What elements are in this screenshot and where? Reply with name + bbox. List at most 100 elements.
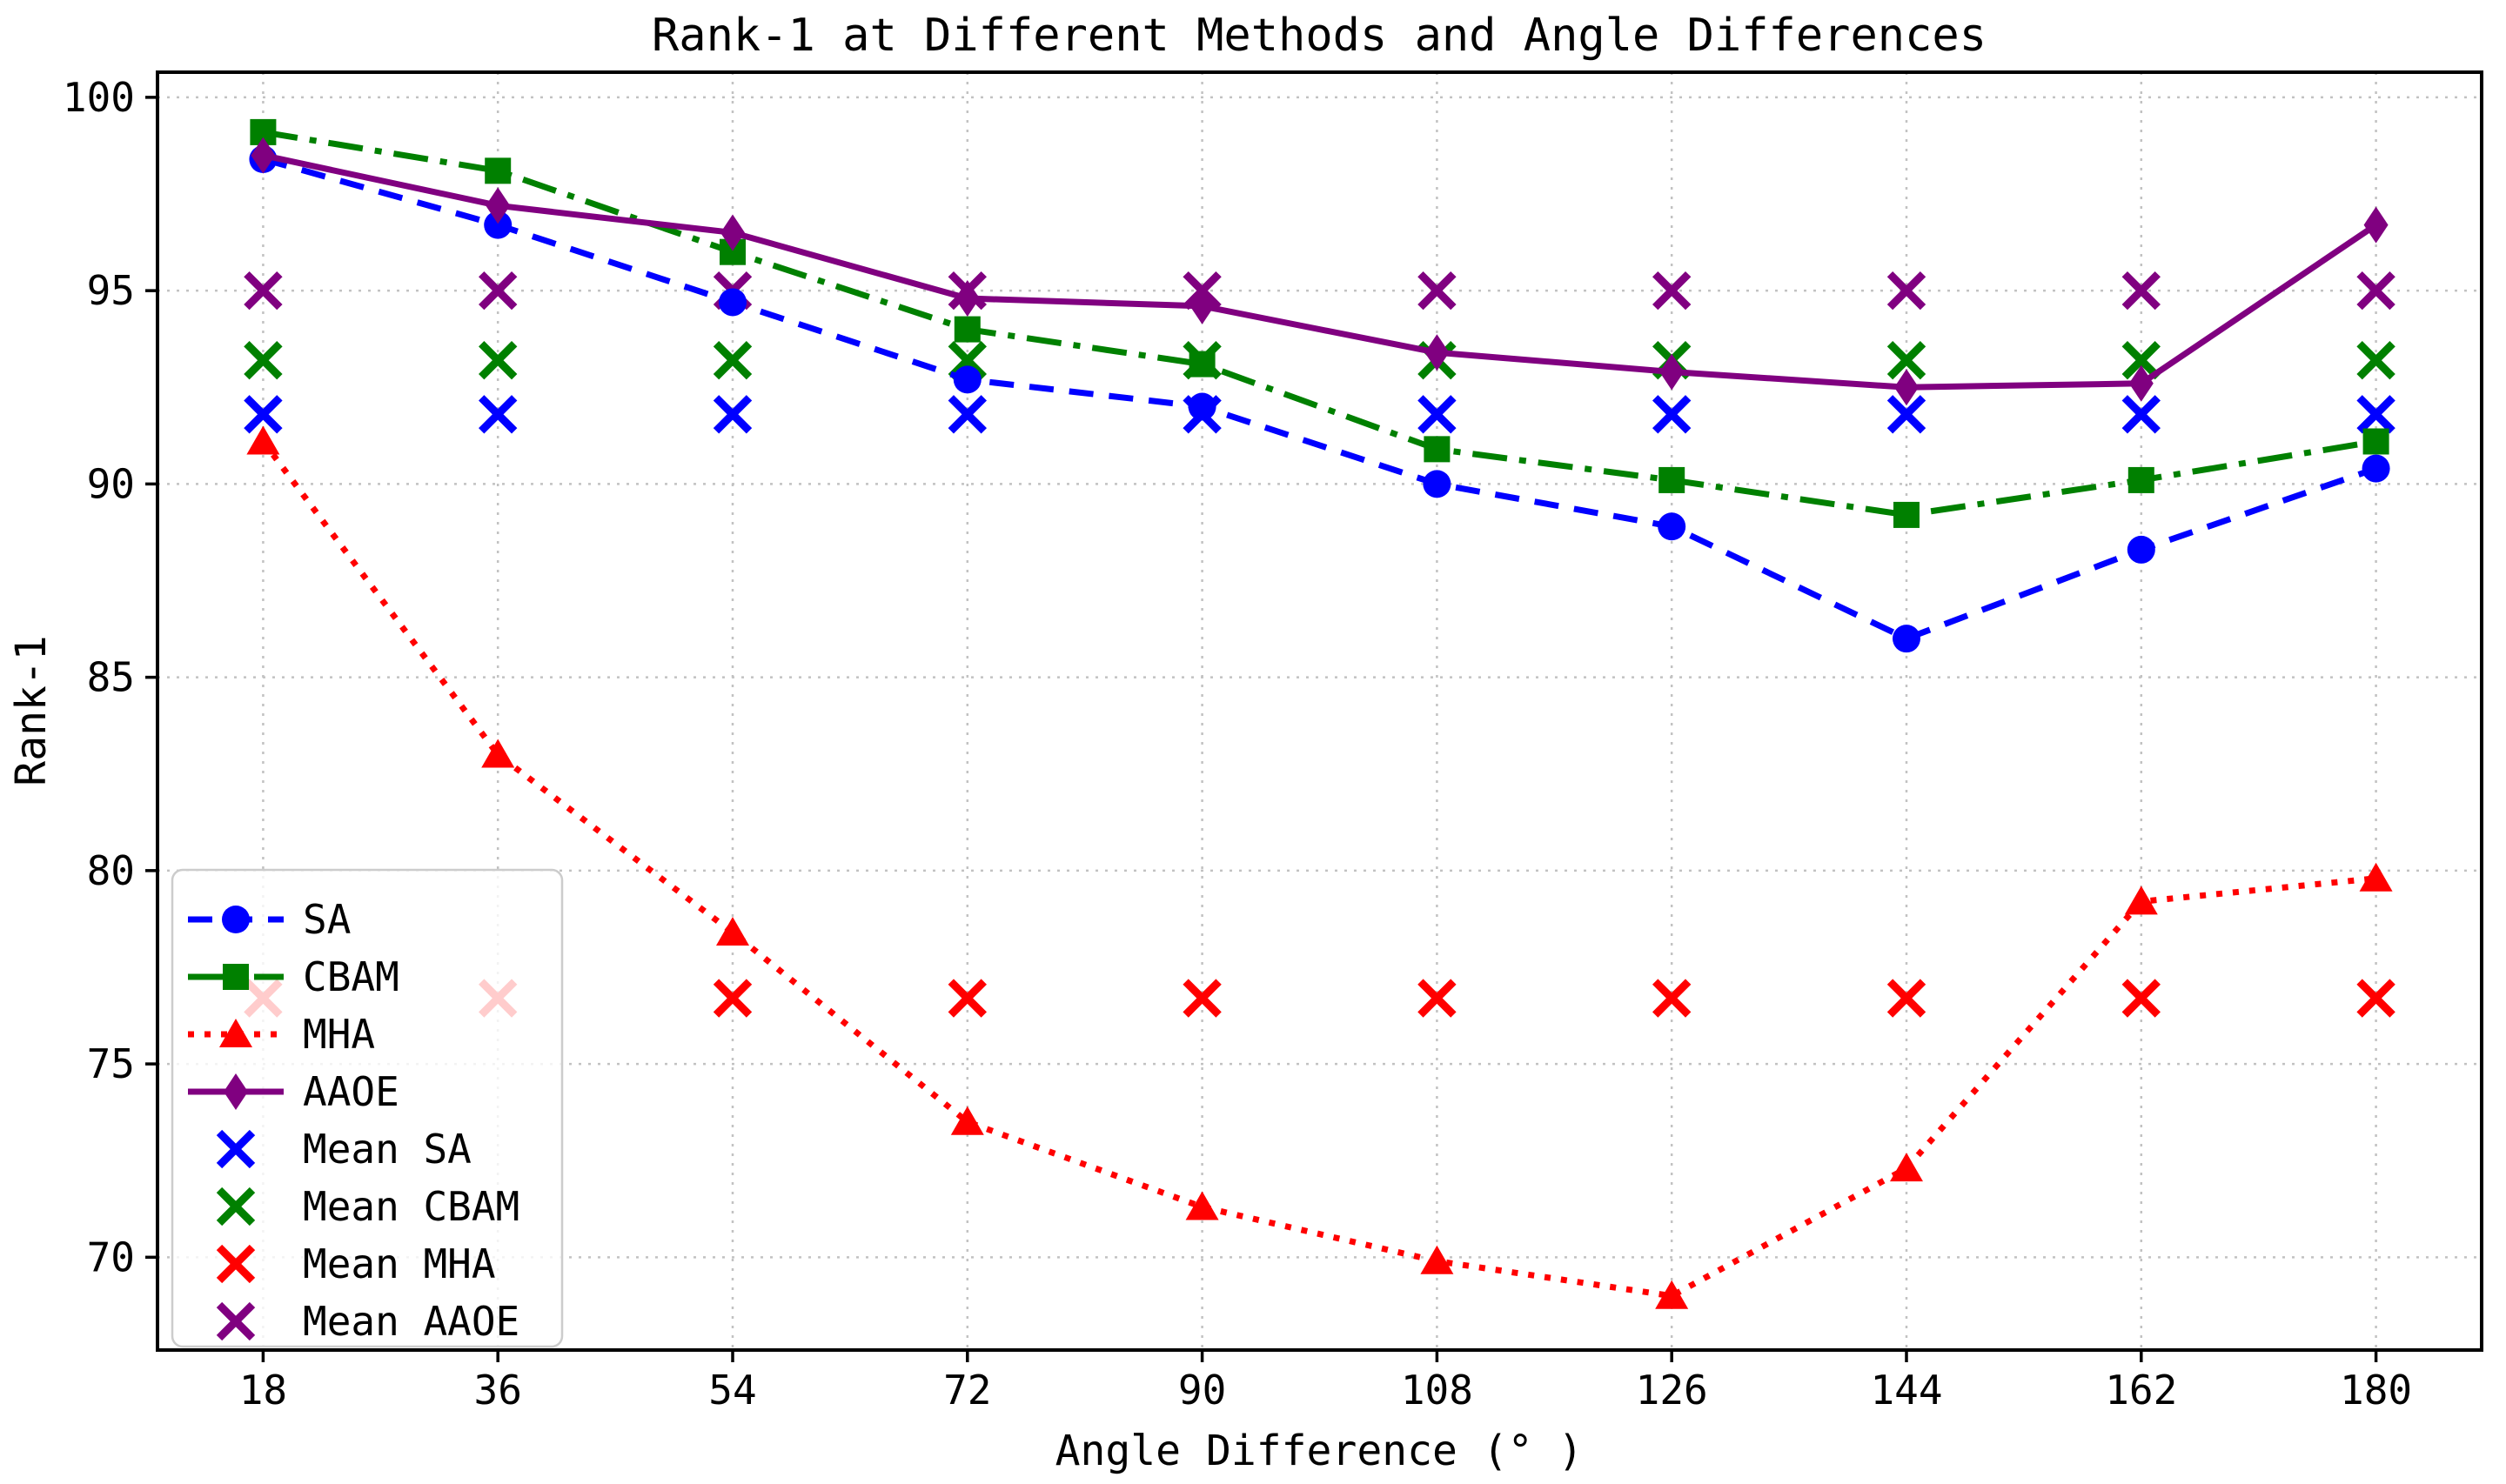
legend-item-mean-aaoe: Mean AAOE bbox=[216, 1298, 519, 1345]
x-marker-stroke bbox=[244, 395, 283, 434]
legend-item-mean-sa: Mean SA bbox=[216, 1126, 472, 1173]
x-marker-stroke bbox=[948, 395, 987, 434]
x-marker-stroke bbox=[2356, 340, 2395, 380]
legend-box bbox=[171, 868, 564, 1348]
series-marker-diamond bbox=[251, 137, 276, 174]
series-cbam bbox=[250, 118, 2389, 528]
series-marker-triangle bbox=[1420, 1245, 1454, 1274]
x-marker-stroke bbox=[948, 979, 987, 1018]
series-marker-square bbox=[223, 964, 249, 990]
series-marker-triangle bbox=[1889, 1153, 1923, 1182]
x-marker-stroke bbox=[1886, 979, 1926, 1018]
plot-border bbox=[156, 70, 2483, 1352]
series-marker-diamond bbox=[1189, 287, 1215, 324]
legend-label: Mean SA bbox=[303, 1126, 472, 1173]
x-marker-stroke bbox=[479, 395, 518, 434]
x-marker-stroke bbox=[713, 395, 753, 434]
series-marker-diamond bbox=[2363, 206, 2389, 244]
x-marker-stroke bbox=[1886, 395, 1926, 434]
mean-markers-mean-aaoe bbox=[244, 271, 2395, 311]
x-marker-stroke bbox=[479, 271, 518, 311]
series-marker-circle bbox=[2127, 535, 2155, 564]
legend-label: AAOE bbox=[303, 1068, 399, 1115]
series-marker-diamond bbox=[955, 280, 980, 318]
series-marker-square bbox=[485, 157, 512, 184]
x-marker-stroke bbox=[1417, 979, 1457, 1018]
series-line-aaoe bbox=[262, 152, 2378, 391]
chart-title: Rank-1 at Different Methods and Angle Di… bbox=[652, 10, 1987, 62]
series-marker-diamond bbox=[486, 187, 511, 224]
series-marker-triangle bbox=[950, 1106, 984, 1135]
x-marker-stroke bbox=[216, 1187, 256, 1227]
series-line-mha bbox=[260, 439, 2376, 1300]
series-marker-triangle bbox=[1655, 1280, 1689, 1309]
y-tick-label: 75 bbox=[87, 1040, 135, 1087]
mean-markers-mean-sa bbox=[244, 395, 2395, 434]
legend-item-mean-mha: Mean MHA bbox=[216, 1240, 496, 1287]
x-marker-stroke bbox=[2356, 395, 2395, 434]
series-marker-square bbox=[1893, 501, 1920, 528]
y-tick-label: 95 bbox=[87, 267, 135, 314]
legend-label: Mean AAOE bbox=[303, 1298, 519, 1345]
series-marker-square bbox=[2362, 428, 2389, 455]
x-marker-stroke bbox=[2121, 271, 2161, 311]
x-marker-stroke bbox=[2356, 271, 2395, 311]
series-marker-square bbox=[2127, 466, 2154, 493]
x-marker-stroke bbox=[1417, 395, 1457, 434]
series-marker-triangle bbox=[481, 739, 515, 768]
series-marker-circle bbox=[2362, 454, 2390, 483]
x-tick-label: 36 bbox=[474, 1367, 522, 1414]
legend-item-mean-cbam: Mean CBAM bbox=[216, 1183, 519, 1230]
x-marker-stroke bbox=[2356, 979, 2395, 1018]
x-marker-stroke bbox=[713, 979, 753, 1018]
x-marker-stroke bbox=[1652, 271, 1692, 311]
y-tick-label: 85 bbox=[87, 654, 135, 701]
series-marker-diamond bbox=[720, 214, 746, 251]
series-marker-triangle bbox=[219, 1019, 252, 1047]
series-marker-diamond bbox=[224, 1073, 248, 1110]
series-marker-square bbox=[954, 316, 981, 343]
x-marker-stroke bbox=[244, 271, 283, 311]
series-marker-square bbox=[1658, 466, 1685, 493]
x-marker-stroke bbox=[1417, 271, 1457, 311]
series-marker-square bbox=[1424, 436, 1451, 463]
axis-ticks: 18 36 54 72 90 108 126 144 162 180 70 75 80 85 90 95 100 bbox=[63, 74, 2412, 1414]
y-tick-label: 100 bbox=[63, 74, 135, 121]
x-marker-stroke bbox=[1886, 271, 1926, 311]
legend-label: Mean CBAM bbox=[303, 1183, 519, 1230]
series-sa bbox=[249, 145, 2390, 653]
series-marker-circle bbox=[1188, 392, 1216, 421]
legend-label: MHA bbox=[303, 1011, 375, 1058]
series-marker-diamond bbox=[1424, 334, 1450, 371]
series-marker-triangle bbox=[2124, 886, 2158, 915]
legend-label: CBAM bbox=[303, 953, 399, 1000]
y-axis-label: Rank-1 bbox=[7, 635, 56, 785]
x-marker-stroke bbox=[244, 340, 283, 380]
series-marker-diamond bbox=[1659, 353, 1685, 391]
x-tick-label: 126 bbox=[1636, 1367, 1708, 1414]
x-tick-label: 72 bbox=[943, 1367, 991, 1414]
legend-label: SA bbox=[303, 896, 351, 943]
legend-item-mha: MHA bbox=[188, 1011, 375, 1058]
series-marker-circle bbox=[222, 906, 250, 933]
x-marker-stroke bbox=[1652, 395, 1692, 434]
legend: SA CBAM MHA AAOE Mean SA Mean CBAM Mean MHA Mea… bbox=[171, 868, 564, 1348]
series-marker-circle bbox=[484, 211, 513, 239]
x-marker-stroke bbox=[216, 1244, 256, 1284]
x-tick-label: 54 bbox=[708, 1367, 756, 1414]
series-marker-circle bbox=[1658, 512, 1686, 541]
x-marker-stroke bbox=[1183, 979, 1222, 1018]
x-tick-label: 90 bbox=[1178, 1367, 1226, 1414]
mean-markers-mean-cbam bbox=[244, 340, 2395, 380]
x-marker-stroke bbox=[2121, 340, 2161, 380]
legend-item-cbam: CBAM bbox=[188, 953, 399, 1000]
x-tick-label: 162 bbox=[2105, 1367, 2177, 1414]
series-marker-triangle bbox=[716, 916, 750, 946]
x-marker-stroke bbox=[1652, 979, 1692, 1018]
x-tick-label: 18 bbox=[239, 1367, 287, 1414]
x-tick-label: 144 bbox=[1870, 1367, 1942, 1414]
x-tick-label: 108 bbox=[1401, 1367, 1473, 1414]
x-marker-stroke bbox=[216, 1129, 256, 1169]
legend-item-aaoe: AAOE bbox=[188, 1068, 399, 1115]
